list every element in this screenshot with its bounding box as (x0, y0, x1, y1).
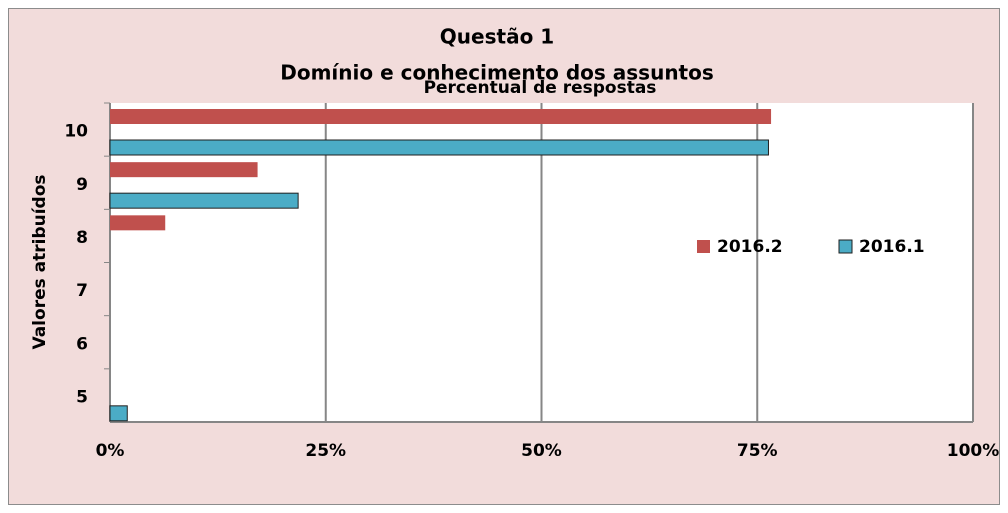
x-tick-label: 0% (96, 441, 125, 461)
x-tick-label: 50% (521, 441, 562, 461)
bar (110, 162, 258, 178)
chart-title: Questão 1 (440, 25, 554, 49)
legend-label: 2016.2 (717, 237, 783, 257)
legend-label: 2016.1 (859, 237, 925, 257)
y-tick-label: 8 (76, 228, 88, 248)
y-tick-label: 9 (76, 175, 88, 195)
x-tick-label: 100% (947, 441, 1000, 461)
bar (109, 192, 299, 209)
x-tick-label: 25% (305, 441, 346, 461)
legend-swatch (838, 239, 853, 254)
bar (110, 109, 772, 124)
x-tick-label: 75% (737, 441, 778, 461)
y-tick-label: 7 (76, 281, 88, 301)
y-axis-label: Valores atribuídos (30, 174, 50, 349)
chart-subtitle: Domínio e conhecimento dos assuntos (280, 61, 714, 85)
legend-swatch (697, 240, 710, 253)
x-axis-label: Percentual de respostas (424, 78, 657, 98)
bar (110, 215, 166, 231)
y-tick-label: 10 (64, 122, 88, 142)
y-tick-label: 6 (76, 334, 88, 354)
y-tick-label: 5 (76, 387, 88, 407)
bar (109, 139, 769, 156)
bar (109, 405, 128, 422)
